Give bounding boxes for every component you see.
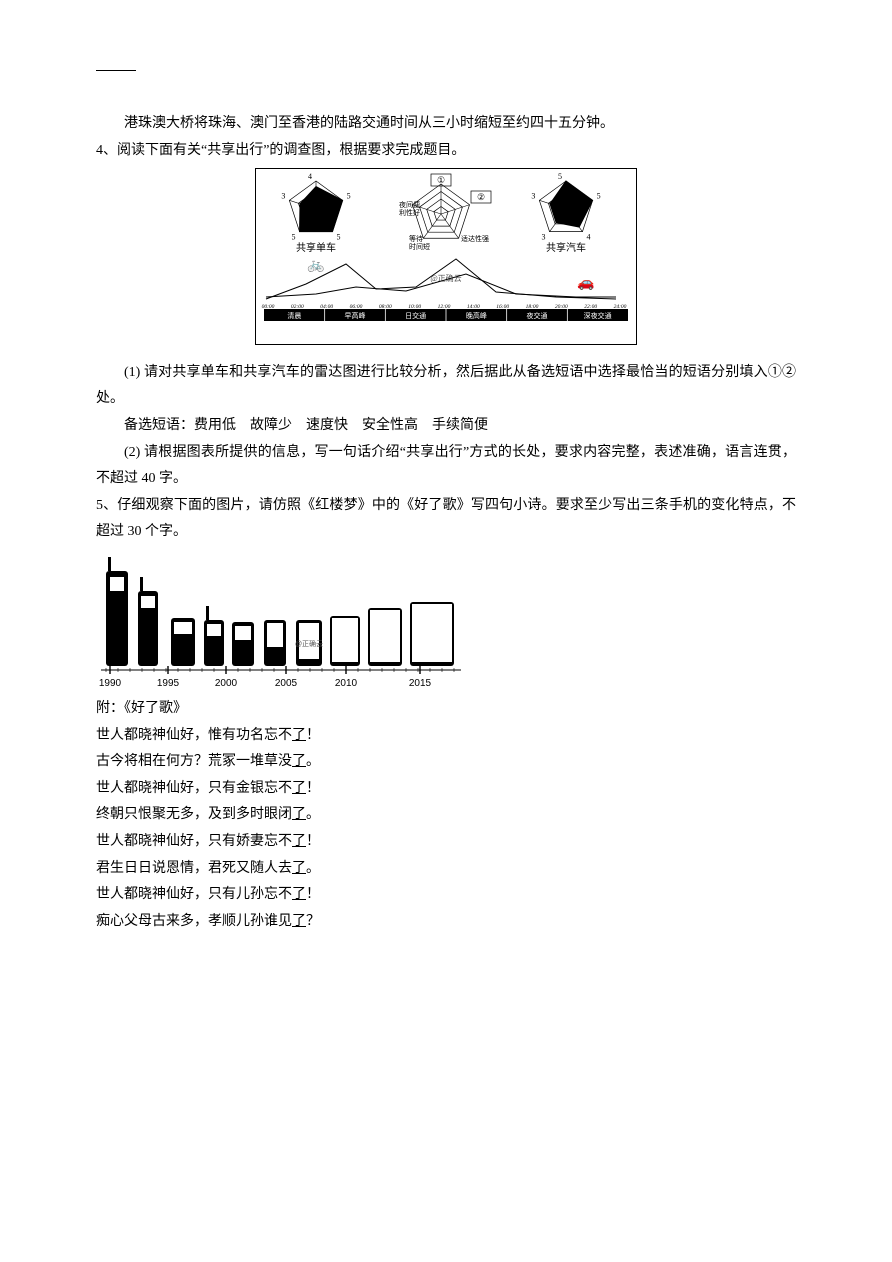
poem-line: 世人都晓神仙好，惟有功名忘不了！ <box>96 723 796 750</box>
svg-text:共享单车: 共享单车 <box>296 241 336 254</box>
svg-text:18:00: 18:00 <box>526 304 539 310</box>
svg-text:3: 3 <box>542 233 546 242</box>
svg-text:2015: 2015 <box>409 678 432 689</box>
poem-line: 世人都晓神仙好，只有娇妻忘不了！ <box>96 829 796 856</box>
poem-line: 终朝只恨聚无多，及到多时眼闭了。 <box>96 802 796 829</box>
svg-text:14:00: 14:00 <box>467 303 480 310</box>
svg-text:16:00: 16:00 <box>496 304 509 310</box>
svg-text:等待: 等待 <box>409 234 423 243</box>
svg-text:夜交通: 夜交通 <box>527 311 548 320</box>
svg-text:2010: 2010 <box>335 678 358 689</box>
poem-line: 世人都晓神仙好，只有金银忘不了！ <box>96 776 796 803</box>
q4-sub1: (1) 请对共享单车和共享汽车的雷达图进行比较分析，然后据此从备选短语中选择最恰… <box>96 360 796 413</box>
svg-text:4: 4 <box>586 233 590 242</box>
svg-text:3: 3 <box>531 192 535 201</box>
q5-prompt: 5、仔细观察下面的图片，请仿照《红楼梦》中的《好了歌》写四句小诗。要求至少写出三… <box>96 493 796 546</box>
svg-text:5: 5 <box>597 192 601 201</box>
svg-text:时间短: 时间短 <box>409 242 430 251</box>
svg-text:共享汽车: 共享汽车 <box>546 241 586 254</box>
svg-text:深夜交通: 深夜交通 <box>584 311 612 320</box>
svg-text:🚲: 🚲 <box>307 258 324 273</box>
survey-figure-wrap: 45553共享单车55433共享汽车①②夜间便利性好等待时间短适达性强🚲🚗@正确… <box>96 168 796 356</box>
svg-text:5: 5 <box>336 233 340 242</box>
svg-text:3: 3 <box>281 192 285 201</box>
svg-text:24:00: 24:00 <box>614 303 627 310</box>
svg-text:早高峰: 早高峰 <box>345 311 366 320</box>
q4-sub2: (2) 请根据图表所提供的信息，写一句话介绍“共享出行”方式的长处，要求内容完整… <box>96 440 796 493</box>
page: 港珠澳大桥将珠海、澳门至香港的陆路交通时间从三小时缩短至约四十五分钟。 4、阅读… <box>96 0 796 975</box>
svg-text:晚高峰: 晚高峰 <box>466 311 487 320</box>
poem-title: 附：《好了歌》 <box>96 696 796 723</box>
svg-text:10:00: 10:00 <box>408 304 421 310</box>
phone-chart: @正确云 1990 1995 2000 2005 2010 2015 <box>96 556 476 696</box>
intro-text: 港珠澳大桥将珠海、澳门至香港的陆路交通时间从三小时缩短至约四十五分钟。 <box>96 111 796 138</box>
poem-line: 世人都晓神仙好，只有儿孙忘不了！ <box>96 882 796 909</box>
svg-text:22:00: 22:00 <box>584 304 597 310</box>
svg-text:②: ② <box>477 192 485 202</box>
phone-svg: @正确云 1990 1995 2000 2005 2010 2015 <box>96 556 476 696</box>
q4-prompt: 4、阅读下面有关“共享出行”的调查图，根据要求完成题目。 <box>96 138 796 165</box>
svg-text:🚗: 🚗 <box>577 276 594 291</box>
poem-lines: 世人都晓神仙好，惟有功名忘不了！古今将相在何方？荒冢一堆草没了。世人都晓神仙好，… <box>96 723 796 936</box>
svg-text:04:00: 04:00 <box>320 303 333 310</box>
poem-line: 古今将相在何方？荒冢一堆草没了。 <box>96 749 796 776</box>
svg-text:夜间便: 夜间便 <box>399 200 420 209</box>
svg-text:2005: 2005 <box>275 678 298 689</box>
svg-text:2000: 2000 <box>215 678 238 689</box>
svg-text:1995: 1995 <box>157 678 180 689</box>
svg-text:适达性强: 适达性强 <box>461 234 489 243</box>
top-rule <box>96 70 136 71</box>
svg-text:02:00: 02:00 <box>291 304 304 310</box>
svg-text:@正确云: @正确云 <box>430 273 461 283</box>
svg-text:清晨: 清晨 <box>287 311 301 320</box>
survey-figure: 45553共享单车55433共享汽车①②夜间便利性好等待时间短适达性强🚲🚗@正确… <box>255 168 637 345</box>
svg-text:5: 5 <box>347 192 351 201</box>
survey-svg: 45553共享单车55433共享汽车①②夜间便利性好等待时间短适达性强🚲🚗@正确… <box>256 169 636 344</box>
svg-text:①: ① <box>437 175 445 185</box>
svg-text:@正确云: @正确云 <box>295 639 323 648</box>
poem-line: 痴心父母古来多，孝顺儿孙谁见了？ <box>96 909 796 936</box>
svg-text:日交通: 日交通 <box>405 311 426 320</box>
svg-text:20:00: 20:00 <box>555 304 568 310</box>
svg-text:利性好: 利性好 <box>399 208 420 217</box>
svg-text:06:00: 06:00 <box>350 304 363 310</box>
poem-line: 君生日日说恩情，君死又随人去了。 <box>96 856 796 883</box>
svg-text:00:00: 00:00 <box>262 304 275 310</box>
svg-text:1990: 1990 <box>99 678 122 689</box>
svg-text:5: 5 <box>558 172 562 181</box>
svg-text:4: 4 <box>308 172 312 181</box>
svg-text:12:00: 12:00 <box>438 304 451 310</box>
svg-text:5: 5 <box>292 233 296 242</box>
q4-options: 备选短语：费用低 故障少 速度快 安全性高 手续简便 <box>96 413 796 440</box>
